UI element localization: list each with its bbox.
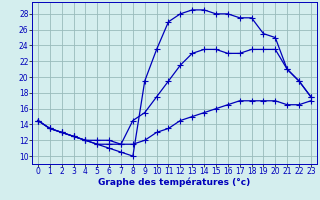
X-axis label: Graphe des températures (°c): Graphe des températures (°c)	[98, 178, 251, 187]
